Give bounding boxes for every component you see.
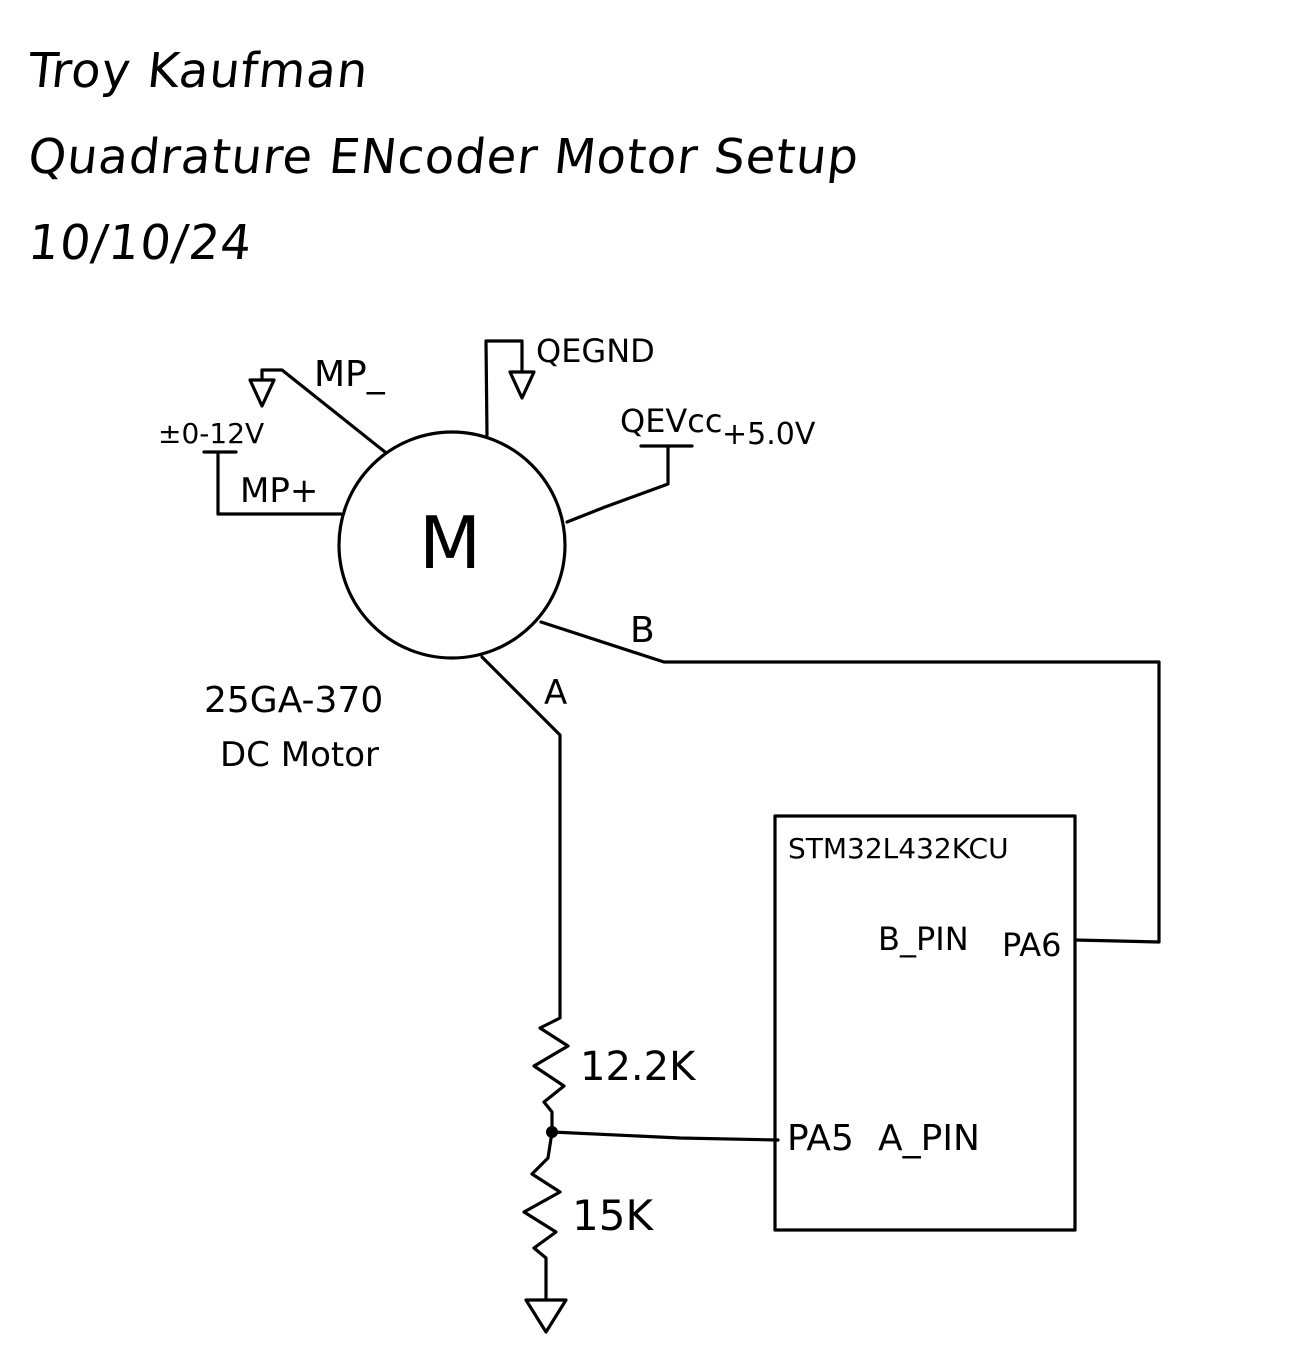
motor-icon: M — [337, 430, 567, 660]
label-r-bottom: 15K — [572, 1191, 654, 1240]
ground-icon — [248, 378, 276, 408]
mcu-block: STM32L432KCU B_PIN PA6 PA5 A_PIN — [773, 814, 1077, 1232]
wire-qe-gnd — [484, 339, 524, 437]
label-channel-b: B — [630, 610, 655, 651]
ground-icon — [524, 1298, 568, 1334]
label-mp-plus: MP+ — [240, 471, 318, 511]
resistor-icon — [522, 1130, 562, 1302]
wire-channel-a — [480, 655, 562, 1014]
label-channel-a: A — [544, 673, 567, 713]
motor-model: 25GA-370 — [204, 680, 383, 721]
label-r-top: 12.2K — [580, 1044, 697, 1090]
label-qe-gnd: QEGND — [536, 332, 655, 370]
label-qe-vcc: QEVcc — [620, 402, 722, 440]
mcu-pin-pa6: PA6 — [1002, 926, 1062, 964]
mcu-pin-pa5: PA5 — [787, 1118, 854, 1159]
motor-symbol: M — [419, 501, 481, 585]
wire-channel-b — [539, 620, 1161, 944]
wire-mp-minus — [260, 368, 387, 454]
wire-mp-plus — [216, 451, 343, 516]
ground-icon — [508, 370, 536, 400]
motor-type: DC Motor — [220, 735, 379, 775]
label-mp-minus: MP_ — [314, 354, 386, 395]
mcu-name: STM32L432KCU — [788, 832, 1009, 865]
mcu-b-pin-label: B_PIN — [878, 920, 969, 958]
wire-divider-to-pa5 — [550, 1130, 780, 1142]
mcu-a-pin-label: A_PIN — [878, 1118, 980, 1159]
resistor-icon — [532, 1010, 570, 1134]
label-supply: ±0-12V — [158, 417, 264, 450]
wire-qe-vcc — [565, 445, 670, 524]
label-qe-vcc-value: +5.0V — [722, 417, 816, 452]
